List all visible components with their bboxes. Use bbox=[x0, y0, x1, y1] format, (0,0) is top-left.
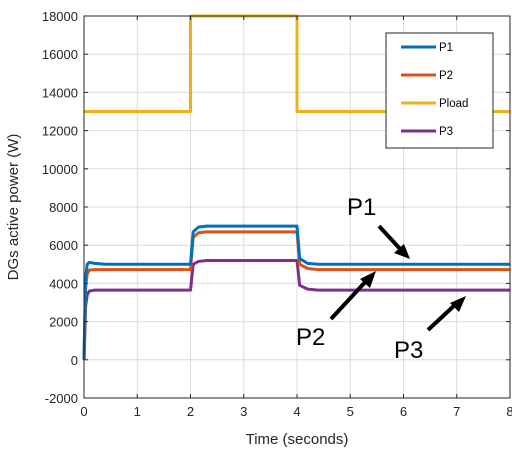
y-tick-label: 18000 bbox=[42, 9, 78, 24]
y-tick-label: 14000 bbox=[42, 85, 78, 100]
y-axis-label: DGs active power (W) bbox=[5, 134, 22, 281]
legend: P1 P2 Pload P3 bbox=[385, 32, 494, 149]
y-tick-label: 16000 bbox=[42, 47, 78, 62]
x-tick-label: 3 bbox=[240, 404, 247, 419]
annotations: P1 P2 P3 bbox=[296, 194, 466, 364]
ticks bbox=[83, 15, 511, 399]
y-tick-label: 2000 bbox=[49, 315, 78, 330]
series-line-p3 bbox=[82, 258, 510, 360]
y-tick-label: -2000 bbox=[45, 391, 78, 406]
annotation-p3-label: P3 bbox=[394, 337, 423, 364]
x-tick-labels: 0 1 2 3 4 5 6 7 8 bbox=[80, 404, 512, 419]
x-tick-label: 0 bbox=[80, 404, 87, 419]
x-tick-label: 8 bbox=[506, 404, 512, 419]
x-tick-label: 5 bbox=[347, 404, 354, 419]
legend-box bbox=[385, 32, 494, 149]
y-tick-label: 4000 bbox=[49, 276, 78, 291]
y-tick-labels: -2000 0 2000 4000 6000 8000 10000 12000 14000 160… bbox=[42, 9, 78, 406]
x-tick-label: 1 bbox=[134, 404, 141, 419]
legend-label-p1: P1 bbox=[439, 42, 453, 54]
x-tick-label: 2 bbox=[187, 404, 194, 419]
series-line-p1 bbox=[82, 224, 510, 360]
annotation-p3-arrowhead bbox=[450, 296, 466, 312]
annotation-p1-arrow bbox=[377, 224, 404, 253]
x-tick-label: 6 bbox=[400, 404, 407, 419]
legend-label-p2: P2 bbox=[439, 70, 453, 82]
annotation-p2-arrowhead bbox=[360, 271, 376, 288]
x-tick-label: 7 bbox=[453, 404, 460, 419]
x-axis-label: Time (seconds) bbox=[246, 431, 349, 448]
y-tick-label: 6000 bbox=[49, 238, 78, 253]
annotation-p3-arrow bbox=[426, 301, 459, 332]
annotation-p2-arrow bbox=[329, 277, 370, 321]
y-tick-label: 12000 bbox=[42, 124, 78, 139]
legend-label-pload: Pload bbox=[439, 98, 468, 110]
annotation-p1-arrowhead bbox=[394, 244, 410, 259]
legend-label-p3: P3 bbox=[439, 126, 453, 138]
y-tick-label: 8000 bbox=[49, 200, 78, 215]
annotation-p2-label: P2 bbox=[296, 324, 325, 351]
y-tick-label: 10000 bbox=[42, 162, 78, 177]
y-tick-label: 0 bbox=[71, 353, 78, 368]
x-tick-label: 4 bbox=[293, 404, 300, 419]
annotation-p1-label: P1 bbox=[347, 194, 376, 221]
